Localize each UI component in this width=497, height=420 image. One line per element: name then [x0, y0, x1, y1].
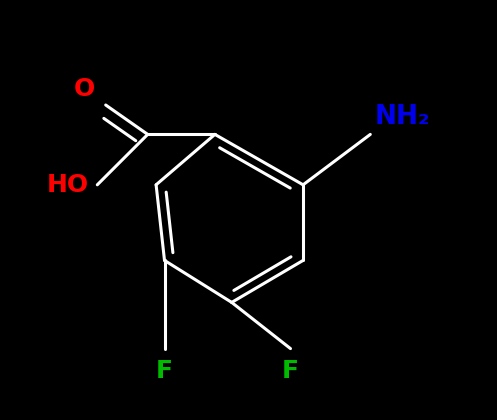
Text: O: O	[74, 77, 95, 101]
Text: HO: HO	[47, 173, 89, 197]
Text: F: F	[282, 359, 299, 383]
Text: NH₂: NH₂	[375, 104, 430, 130]
Text: F: F	[156, 359, 173, 383]
